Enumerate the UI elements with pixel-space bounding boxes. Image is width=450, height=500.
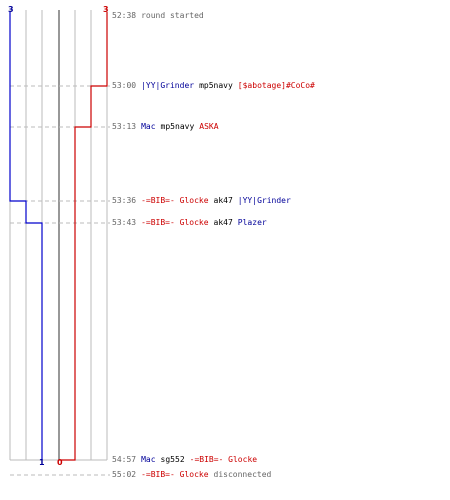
event-text-part: -=BIB=- Glocke — [189, 455, 258, 464]
event-text-part: Mac — [141, 122, 156, 131]
event-text-part: |YY|Grinder — [141, 81, 195, 90]
event-row: 55:02 -=BIB=- Glocke disconnected — [112, 470, 276, 480]
event-text-part: -=BIB=- Glocke — [141, 470, 209, 479]
event-row: 53:00 |YY|Grinder mp5navy [$abotage]#CoCo# — [112, 81, 320, 91]
event-timestamp: 53:13 — [112, 122, 137, 131]
team-step-lines — [9, 12, 108, 461]
blue-start-count: 3 — [8, 5, 14, 14]
event-text-part: [$abotage]#CoCo# — [237, 81, 315, 90]
event-timestamp: 53:00 — [112, 81, 137, 90]
event-row: 52:38 round started — [112, 11, 209, 21]
event-row: 53:36 -=BIB=- Glocke ak47 |YY|Grinder — [112, 196, 296, 206]
blue-end-count: 1 — [39, 458, 45, 467]
red-team-step-line — [59, 12, 108, 461]
red-end-count: 0 — [57, 458, 63, 467]
event-row: 54:57 Mac sg552 -=BIB=- Glocke — [112, 455, 262, 465]
event-text-part: mp5navy — [199, 81, 233, 90]
event-text-part: sg552 — [160, 455, 185, 464]
event-text-part: |YY|Grinder — [237, 196, 291, 205]
event-text-part: mp5navy — [160, 122, 195, 131]
event-text-part: disconnected — [213, 470, 272, 479]
event-timestamp: 52:38 — [112, 11, 137, 20]
red-start-count: 3 — [103, 5, 109, 14]
event-timestamp: 53:43 — [112, 218, 137, 227]
event-text-part: -=BIB=- Glocke — [141, 196, 209, 205]
event-row: 53:13 Mac mp5navy ASKA — [112, 122, 224, 132]
blue-team-step-line — [9, 12, 43, 460]
event-timestamp: 53:36 — [112, 196, 137, 205]
event-text-part: Plazer — [237, 218, 267, 227]
event-text-part: ASKA — [199, 122, 219, 131]
event-row: 53:43 -=BIB=- Glocke ak47 Plazer — [112, 218, 272, 228]
event-timestamp: 55:02 — [112, 470, 137, 479]
event-text-part: -=BIB=- Glocke — [141, 218, 209, 227]
event-text-part: ak47 — [213, 196, 233, 205]
event-timestamp: 54:57 — [112, 455, 137, 464]
event-text-part: round started — [141, 11, 204, 20]
event-text-part: ak47 — [213, 218, 233, 227]
timeline-grid — [9, 10, 108, 461]
event-text-part: Mac — [141, 455, 156, 464]
event-leader-lines — [10, 85, 110, 476]
